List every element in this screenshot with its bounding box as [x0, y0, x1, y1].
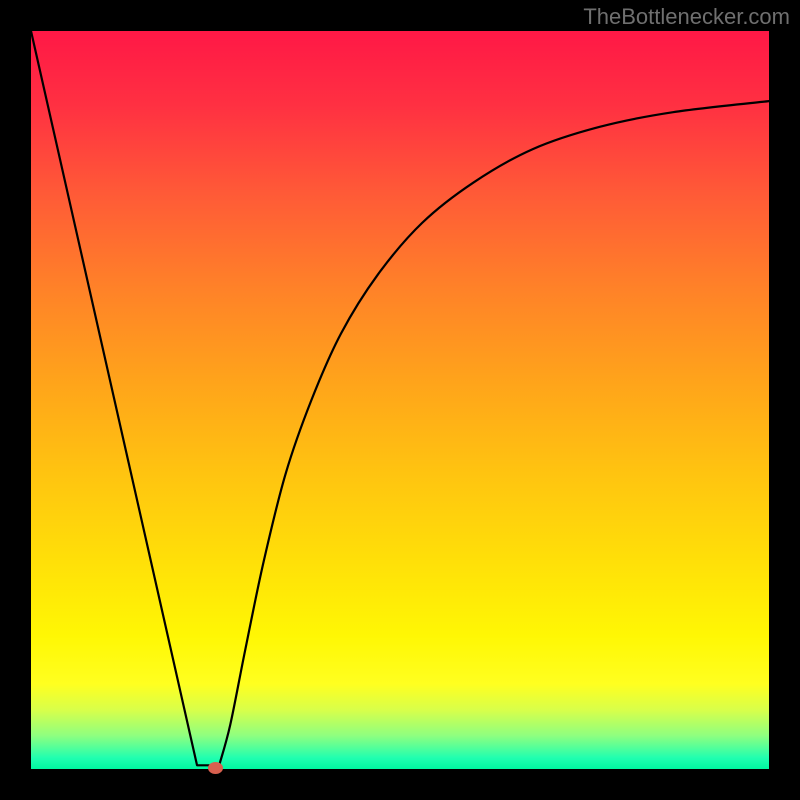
- chart-container: TheBottlenecker.com: [0, 0, 800, 800]
- curve-layer: [31, 31, 769, 769]
- watermark-text: TheBottlenecker.com: [583, 4, 790, 30]
- optimal-point-marker: [208, 762, 223, 774]
- bottleneck-curve: [31, 31, 769, 765]
